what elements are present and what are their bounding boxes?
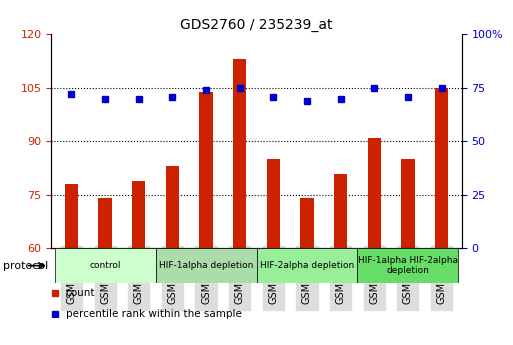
Bar xyxy=(65,184,78,248)
Text: HIF-2alpha depletion: HIF-2alpha depletion xyxy=(260,261,354,270)
FancyBboxPatch shape xyxy=(55,248,155,283)
Text: HIF-1alpha HIF-2alpha
depletion: HIF-1alpha HIF-2alpha depletion xyxy=(358,256,458,275)
FancyBboxPatch shape xyxy=(155,248,256,283)
Bar xyxy=(98,198,112,248)
Bar xyxy=(233,59,246,248)
Bar xyxy=(200,91,213,248)
Bar xyxy=(166,166,179,248)
Text: HIF-1alpha depletion: HIF-1alpha depletion xyxy=(159,261,253,270)
Bar xyxy=(435,88,448,248)
Text: protocol: protocol xyxy=(3,261,48,270)
Text: percentile rank within the sample: percentile rank within the sample xyxy=(66,309,242,319)
Bar xyxy=(401,159,415,248)
FancyBboxPatch shape xyxy=(256,248,358,283)
Title: GDS2760 / 235239_at: GDS2760 / 235239_at xyxy=(180,18,333,32)
Bar xyxy=(132,181,146,248)
Bar xyxy=(267,159,280,248)
Text: count: count xyxy=(66,288,95,298)
Bar xyxy=(300,198,313,248)
FancyBboxPatch shape xyxy=(358,248,458,283)
Bar xyxy=(367,138,381,248)
Text: control: control xyxy=(89,261,121,270)
Bar xyxy=(334,174,347,248)
